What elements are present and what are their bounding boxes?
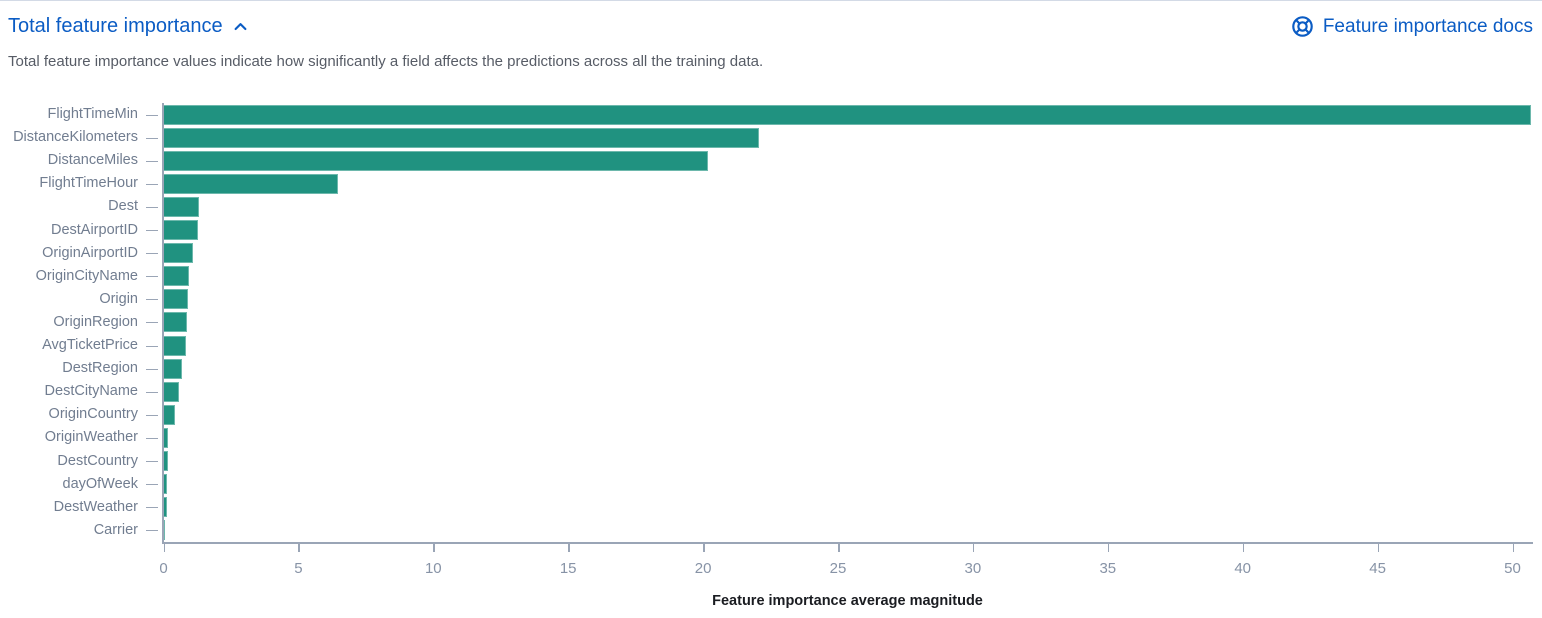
x-tick-15 [568, 542, 570, 552]
y-tick-OriginAirportID [146, 253, 158, 255]
y-tick-DistanceKilometers [146, 137, 158, 139]
total-feature-importance-toggle[interactable]: Total feature importance [8, 13, 249, 39]
feature-importance-docs-link[interactable]: Feature importance docs [1291, 14, 1533, 39]
y-axis-label-FlightTimeMin: FlightTimeMin [47, 106, 138, 122]
x-tick-label-10: 10 [424, 560, 442, 577]
y-axis-label-AvgTicketPrice: AvgTicketPrice [42, 337, 138, 353]
x-tick-label-20: 20 [694, 560, 712, 577]
docs-link-label: Feature importance docs [1322, 16, 1533, 37]
y-axis-label-DistanceKilometers: DistanceKilometers [13, 129, 138, 146]
x-tick-label-30: 30 [964, 560, 982, 577]
x-axis-title: Feature importance average magnitude [712, 593, 983, 609]
bar-DestAirportID[interactable] [163, 220, 199, 241]
y-axis-label-DestCountry: DestCountry [57, 452, 138, 469]
y-tick-OriginWeather [146, 437, 158, 439]
x-axis-line [162, 542, 1533, 544]
x-tick-5 [298, 542, 300, 552]
bar-DistanceMiles[interactable] [163, 150, 708, 171]
bar-Dest[interactable] [163, 196, 200, 217]
y-axis-label-DestWeather: DestWeather [53, 498, 138, 515]
x-tick-20 [703, 542, 705, 552]
y-tick-DistanceMiles [146, 160, 158, 162]
x-tick-0 [163, 542, 165, 552]
y-axis-label-FlightTimeHour: FlightTimeHour [39, 175, 138, 192]
help-lifering-icon [1291, 15, 1314, 38]
x-tick-label-40: 40 [1234, 560, 1252, 577]
bar-DestCityName[interactable] [163, 381, 180, 402]
y-axis-line [162, 103, 164, 543]
y-tick-dayOfWeek [146, 484, 158, 486]
bar-Carrier[interactable] [163, 520, 165, 541]
y-tick-Dest [146, 206, 158, 208]
bar-OriginCityName[interactable] [163, 266, 190, 287]
y-axis-label-DestCityName: DestCityName [44, 383, 138, 400]
bar-AvgTicketPrice[interactable] [163, 335, 186, 356]
y-tick-DestCityName [146, 391, 158, 393]
bar-OriginCountry[interactable] [163, 404, 176, 425]
y-tick-FlightTimeHour [146, 183, 158, 185]
x-tick-30 [972, 542, 975, 552]
bar-OriginAirportID[interactable] [163, 243, 193, 264]
y-tick-Carrier [146, 530, 158, 532]
x-tick-label-25: 25 [829, 560, 847, 577]
x-tick-50 [1512, 542, 1514, 552]
chevron-up-icon [232, 18, 249, 35]
x-tick-label-15: 15 [559, 560, 577, 577]
y-tick-OriginCityName [146, 276, 158, 278]
section-title: Total feature importance [8, 15, 223, 37]
y-axis-label-dayOfWeek: dayOfWeek [62, 475, 139, 492]
y-axis-label-Dest: Dest [108, 198, 138, 215]
x-tick-label-35: 35 [1099, 560, 1117, 577]
bar-FlightTimeHour[interactable] [163, 173, 339, 194]
x-tick-45 [1377, 542, 1380, 552]
bar-FlightTimeMin[interactable] [163, 104, 1531, 125]
bar-DistanceKilometers[interactable] [163, 127, 760, 148]
y-axis-label-OriginCityName: OriginCityName [35, 267, 138, 284]
y-tick-OriginCountry [146, 414, 158, 416]
y-tick-DestWeather [146, 507, 158, 509]
x-tick-40 [1242, 542, 1245, 552]
x-tick-35 [1107, 542, 1110, 552]
x-tick-label-5: 5 [294, 560, 303, 577]
bar-DestCountry[interactable] [163, 451, 168, 472]
y-axis-label-OriginCountry: OriginCountry [48, 406, 138, 423]
section-description: Total feature importance values indicate… [8, 53, 764, 70]
y-tick-AvgTicketPrice [146, 345, 158, 347]
y-tick-FlightTimeMin [146, 114, 158, 116]
y-axis-label-OriginAirportID: OriginAirportID [42, 244, 138, 261]
x-tick-label-0: 0 [159, 560, 168, 577]
x-tick-label-50: 50 [1504, 560, 1521, 577]
y-axis-label-OriginWeather: OriginWeather [44, 429, 138, 446]
y-tick-DestAirportID [146, 230, 158, 232]
y-axis-label-DestRegion: DestRegion [62, 360, 138, 377]
y-axis-label-DistanceMiles: DistanceMiles [47, 152, 138, 169]
y-tick-Origin [146, 299, 158, 301]
bar-DestRegion[interactable] [163, 358, 183, 379]
y-tick-OriginRegion [146, 322, 158, 324]
y-axis-label-OriginRegion: OriginRegion [53, 313, 138, 330]
x-tick-label-45: 45 [1369, 560, 1386, 577]
y-axis-label-DestAirportID: DestAirportID [50, 221, 138, 238]
bar-OriginRegion[interactable] [163, 312, 188, 333]
y-tick-DestCountry [146, 461, 158, 463]
x-tick-25 [838, 542, 840, 552]
x-tick-10 [433, 542, 435, 552]
bar-dayOfWeek[interactable] [163, 474, 168, 495]
y-tick-DestRegion [146, 368, 158, 370]
feature-importance-chart: FlightTimeMin DistanceKilometers DistanceM… [0, 103, 1542, 618]
y-axis-label-Origin: Origin [99, 290, 138, 307]
bar-OriginWeather[interactable] [163, 427, 169, 448]
bar-Origin[interactable] [163, 289, 189, 310]
y-axis-label-Carrier: Carrier [93, 521, 138, 538]
panel-top-border [0, 0, 1542, 1]
bar-DestWeather[interactable] [163, 497, 167, 518]
